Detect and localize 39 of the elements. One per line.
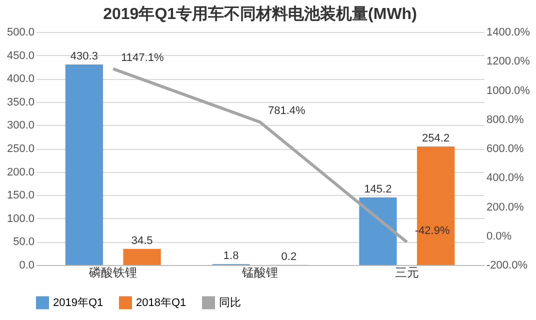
y2-tick-label: 400.0% bbox=[486, 172, 524, 184]
data-label: 254.2 bbox=[422, 132, 450, 145]
chart-title: 2019年Q1专用车不同材料电池装机量(MWh) bbox=[103, 5, 417, 23]
y2-tick-label: 200.0% bbox=[486, 201, 524, 214]
data-label: 430.3 bbox=[70, 50, 98, 62]
y-tick-label: 250.0 bbox=[6, 143, 34, 155]
y2-tick-label: 800.0% bbox=[486, 114, 524, 126]
y2-tick-label: 0.0% bbox=[486, 230, 512, 242]
y2-tick-label: 600.0% bbox=[486, 143, 524, 155]
y2-tick-label: 1000.0% bbox=[486, 84, 530, 97]
bar bbox=[417, 146, 455, 265]
data-label: 145.2 bbox=[364, 183, 392, 196]
data-label: 1.8 bbox=[223, 250, 239, 262]
legend-label: 2019年Q1 bbox=[53, 296, 104, 309]
y-tick-label: 0.0 bbox=[19, 260, 34, 272]
y2-tick-label: -200.0% bbox=[486, 260, 528, 272]
data-label: 781.4% bbox=[268, 105, 306, 118]
x-tick-label: 三元 bbox=[394, 266, 419, 280]
y-tick-label: 150.0 bbox=[6, 190, 34, 202]
y-tick-label: 400.0 bbox=[6, 73, 34, 86]
legend-label: 2018年Q1 bbox=[136, 296, 186, 309]
y-tick-label: 300.0 bbox=[6, 120, 34, 132]
data-label: 0.2 bbox=[281, 250, 297, 263]
y-tick-label: 450.0 bbox=[6, 50, 34, 62]
data-label: 1147.1% bbox=[121, 52, 164, 64]
bar bbox=[123, 248, 161, 265]
x-tick-label: 磷酸铁锂 bbox=[88, 266, 138, 280]
y2-tick-label: 1400.0% bbox=[486, 26, 530, 38]
y-tick-label: 500.0 bbox=[6, 26, 34, 38]
x-tick-label: 锰酸锂 bbox=[241, 266, 278, 280]
bar bbox=[65, 64, 103, 265]
y-tick-label: 50.0 bbox=[13, 236, 34, 248]
y-tick-label: 200.0 bbox=[6, 166, 34, 178]
y-tick-label: 350.0 bbox=[6, 96, 34, 108]
y-tick-label: 100.0 bbox=[6, 212, 34, 225]
legend-label: 同比 bbox=[219, 296, 241, 309]
bar bbox=[359, 197, 397, 265]
data-label: 34.5 bbox=[131, 234, 153, 247]
y2-tick-label: 1200.0% bbox=[486, 56, 530, 68]
